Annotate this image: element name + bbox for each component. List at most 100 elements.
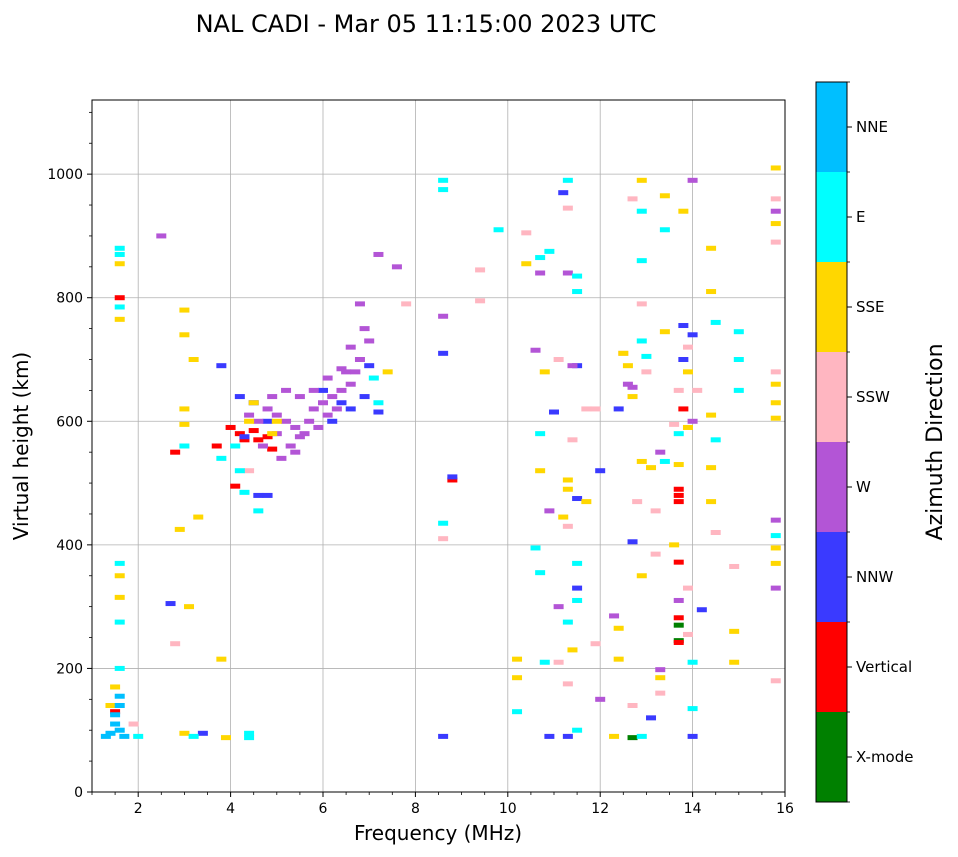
data-point-nnw [572,585,583,591]
data-point-e [438,520,449,526]
data-point-sse [535,468,546,474]
data-point-e [512,709,523,715]
data-point-w [267,394,278,400]
x-axis-label: Frequency (MHz) [354,821,522,845]
data-point-ssw [521,230,532,236]
data-point-vertical [262,434,273,440]
data-point-sse [271,418,282,424]
data-point-vertical [170,449,181,455]
data-point-e [572,727,583,733]
colorbar-frame [815,81,848,803]
data-point-w [535,270,546,276]
colorbar-label: NNW [856,568,893,586]
y-tick-label: 1000 [47,167,83,183]
data-point-nnw [544,733,555,739]
data-point-sse [216,656,227,662]
data-point-ssw [562,523,573,529]
data-point-vertical [248,428,259,434]
data-point-nnw [447,474,458,480]
data-point-vertical [211,443,222,449]
data-point-w [331,406,342,412]
data-point-sse [655,675,666,681]
data-point-ssw [729,563,740,569]
data-point-vertical [234,431,245,437]
x-tick-label: 14 [684,801,702,817]
data-point-e [438,187,449,193]
data-point-ssw [590,406,601,412]
data-point-sse [636,177,647,183]
data-point-sse [179,307,190,313]
data-point-e [636,733,647,739]
data-point-e [230,443,241,449]
data-point-e [687,659,698,665]
data-point-nnw [678,323,689,329]
data-point-w [350,369,361,375]
data-point-e [572,273,583,279]
data-point-e [572,560,583,566]
x-tick-label: 12 [591,801,609,817]
x-tick-label: 8 [411,801,420,817]
data-point-sse [706,245,717,251]
data-point-sse [770,560,781,566]
data-point-e [234,468,245,474]
data-point-w [345,344,356,350]
data-point-ssw [710,530,721,535]
data-point-ssw [128,721,139,727]
data-point-ssw [650,508,661,514]
data-point-e [636,208,647,214]
data-point-sse [659,329,670,335]
data-point-vertical [673,615,684,621]
data-point-w [687,177,698,183]
colorbar-segment [816,262,847,352]
data-point-w [322,375,333,381]
data-point-e [733,329,744,335]
data-point-sse [179,332,190,338]
data-point-sse [110,684,121,690]
data-point-w [156,233,167,239]
data-point-sse [613,625,624,631]
data-point-w [770,585,781,591]
data-point-ssw [475,267,486,273]
colorbar-segment [816,172,847,262]
data-point-nnw [216,363,227,369]
data-point-e [253,508,264,514]
data-point-nnw [239,434,250,440]
data-point-w [770,517,781,523]
data-point-sse [244,418,255,424]
y-tick-label: 400 [56,538,83,554]
data-point-nne [114,703,125,708]
data-point-nnw [562,733,573,739]
data-point-vertical [673,639,684,645]
data-point-nnw [165,601,176,607]
data-point-e [373,400,384,406]
data-point-w [308,406,319,412]
data-point-ssw [567,437,578,443]
data-point-w [655,449,666,455]
data-point-nnw [234,394,245,400]
data-point-sse [706,412,717,418]
data-point-e [636,258,647,264]
data-point-ssw [438,536,449,542]
data-point-w [553,604,564,610]
data-point-sse [618,350,629,356]
data-point-ssw [475,298,486,304]
data-point-ssw [682,344,693,350]
data-point-w [294,394,305,400]
data-point-e [636,338,647,344]
data-point-sse [581,499,592,505]
data-point-w [290,424,301,430]
colorbar-segment [816,352,847,442]
data-point-e [244,735,255,741]
data-point-nnw [687,332,698,338]
data-point-ssw [692,387,703,393]
data-point-nnw [438,733,449,739]
data-point-w [257,443,268,449]
data-point-sse [770,381,781,387]
data-point-sse [114,261,125,267]
data-point-nne [110,712,121,718]
y-tick-label: 200 [56,661,83,677]
x-axis: 2 4 6 8 10 12 14 16 [91,792,794,817]
data-point-e [659,227,670,233]
data-point-sse [678,208,689,214]
data-point-e [114,560,125,566]
